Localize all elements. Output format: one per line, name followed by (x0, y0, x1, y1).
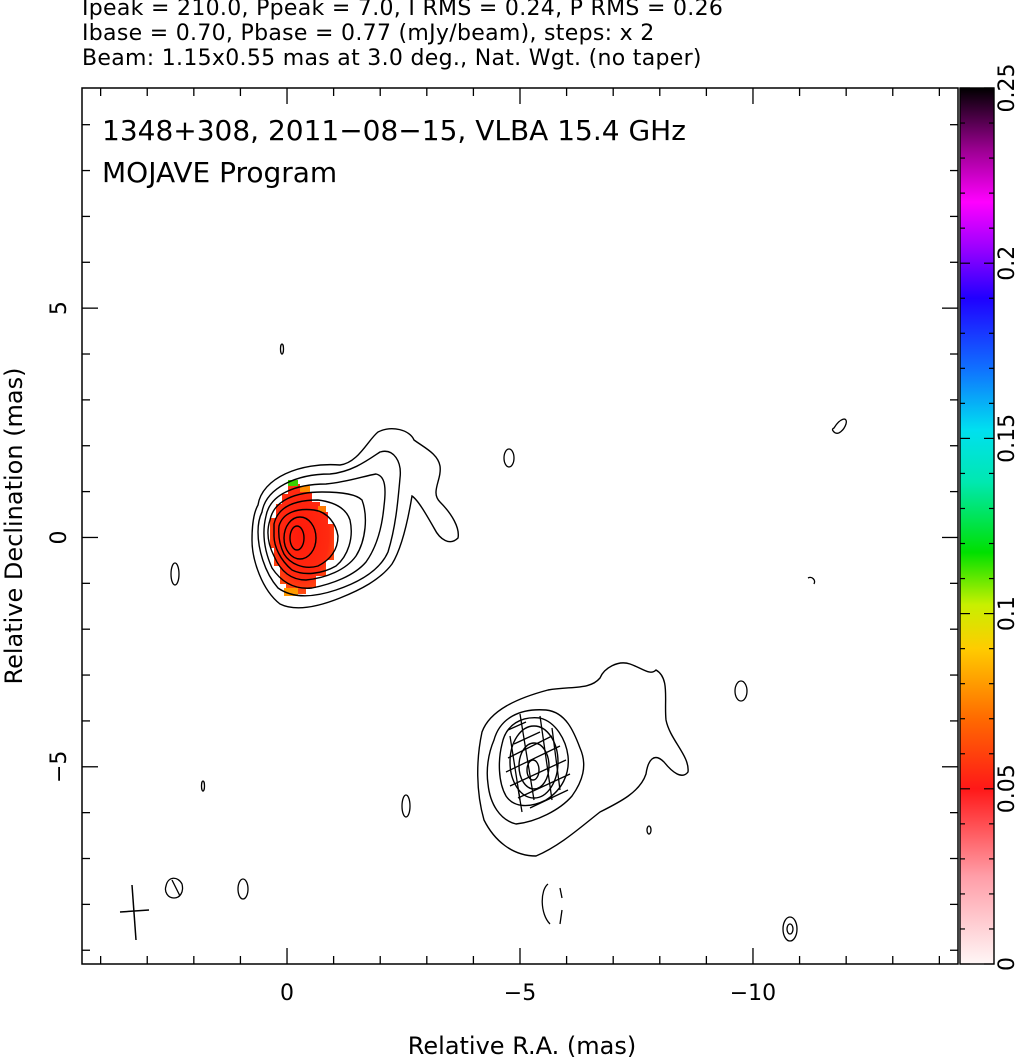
x-tick-label: −5 (504, 981, 536, 1006)
axis-ticks (82, 88, 958, 964)
colorbar-tick-label: 0.25 (995, 64, 1020, 113)
source-annotation: 1348+308, 2011−08−15, VLBA 15.4 GHz (102, 114, 686, 147)
header-line-3: Beam: 1.15x0.55 mas at 3.0 deg., Nat. Wg… (82, 46, 702, 71)
x-axis-title: Relative R.A. (mas) (408, 1032, 636, 1060)
colorbar-tick-label: 0.2 (995, 246, 1020, 281)
colorbar (959, 87, 995, 965)
program-annotation: MOJAVE Program (102, 156, 337, 189)
header-line-2: Ibase = 0.70, Pbase = 0.77 (mJy/beam), s… (82, 21, 655, 46)
colorbar-tick-label: 0.15 (995, 414, 1020, 463)
tick-labels: 0 −5 −10 5 0 −5 (47, 301, 776, 1006)
colorbar-tick-label: 0.1 (995, 596, 1020, 631)
y-tick-label: 5 (47, 301, 72, 315)
colorbar-tick-label: 0 (995, 957, 1020, 971)
plot-frame (81, 87, 959, 965)
y-axis-title: Relative Declination (mas) (0, 367, 28, 684)
evpa-sticks (505, 713, 571, 813)
y-tick-label: −5 (47, 751, 72, 783)
header-line-1: Ipeak = 210.0, Ppeak = 7.0, I RMS = 0.24… (82, 0, 724, 21)
colorbar-ticks (960, 87, 994, 965)
beam-marker (119, 884, 150, 941)
y-tick-label: 0 (47, 530, 72, 544)
x-tick-label: 0 (280, 981, 294, 1006)
core-contours (251, 428, 459, 609)
colorbar-labels: 0 0.05 0.1 0.15 0.2 0.25 (995, 64, 1020, 971)
noise-contours (164, 343, 847, 942)
south-contours (477, 662, 689, 857)
colorbar-tick-label: 0.05 (995, 764, 1020, 813)
x-tick-label: −10 (730, 981, 776, 1006)
